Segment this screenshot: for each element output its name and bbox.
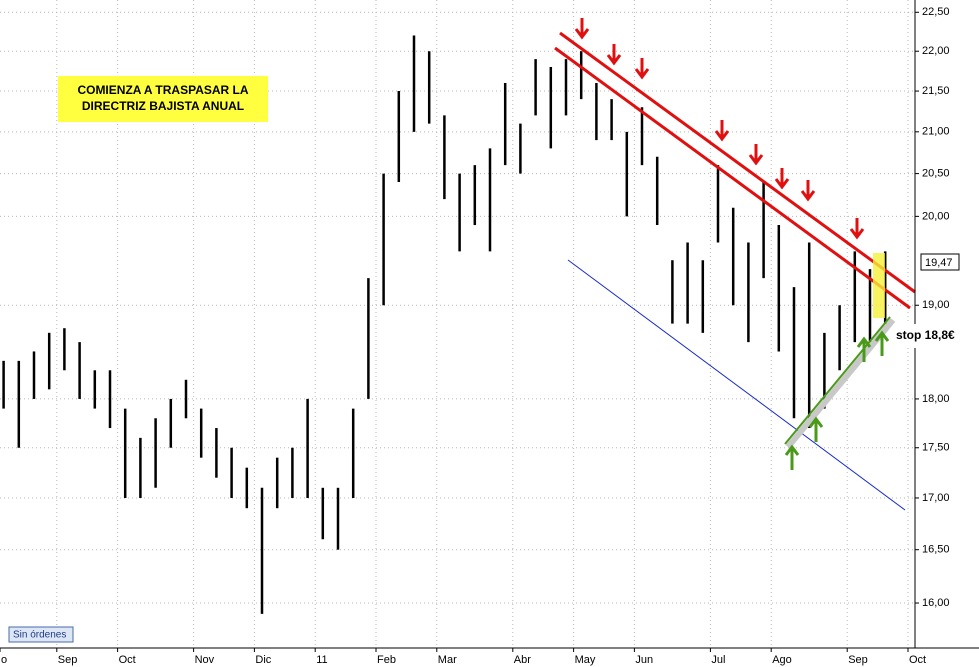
x-tick-label: Sep <box>848 654 868 666</box>
down-arrow <box>714 120 730 142</box>
y-tick-label: 20,50 <box>922 167 950 179</box>
x-tick-label: Jul <box>711 654 725 666</box>
support-trend <box>784 316 891 445</box>
annotation-text: DIRECTRIZ BAJISTA ANUAL <box>82 99 244 113</box>
y-tick-label: 20,00 <box>922 210 950 222</box>
up-arrow <box>874 330 890 356</box>
y-tick-label: 21,50 <box>922 85 950 97</box>
x-tick-label: Nov <box>195 654 215 666</box>
support-line <box>567 259 906 511</box>
status-box[interactable] <box>8 626 74 643</box>
y-tick-label: 21,00 <box>922 126 950 138</box>
x-tick-label: Feb <box>377 654 396 666</box>
x-tick-label: Oct <box>119 654 136 666</box>
down-arrow <box>748 144 764 166</box>
last-price-label: 19,47 <box>925 257 953 269</box>
x-tick-label: Oct <box>909 654 926 666</box>
up-arrow <box>808 416 824 442</box>
stop-box <box>893 324 979 348</box>
y-tick-label: 17,00 <box>922 492 950 504</box>
x-axis-labels: o Sep Oct Nov Dic 11 Feb Mar Abr May Jun Jul Ago Sep O… <box>0 648 926 666</box>
status-label[interactable]: Sin órdenes <box>13 630 66 641</box>
arrows <box>574 18 890 470</box>
annotation-text: COMIENZA A TRASPASAR LA <box>77 83 248 97</box>
y-tick-label: 16,50 <box>922 544 950 556</box>
x-tick-label: Abr <box>514 654 531 666</box>
down-arrow <box>849 218 865 240</box>
annotation-box <box>58 76 268 122</box>
down-arrow <box>606 44 622 66</box>
resistance-line <box>554 46 911 310</box>
x-tick-label: Jun <box>635 654 653 666</box>
y-tick-label: 19,00 <box>922 299 950 311</box>
x-tick-label: 11 <box>316 654 327 666</box>
down-arrow <box>774 168 790 190</box>
down-arrow <box>574 18 590 40</box>
y-tick-label: 16,00 <box>922 597 950 609</box>
trend-lines <box>554 31 916 511</box>
x-tick-label: Ago <box>772 654 792 666</box>
down-arrow <box>634 58 650 80</box>
highlight <box>873 253 885 318</box>
stop-label: stop 18,8€ <box>896 328 955 342</box>
x-tick-label: o <box>1 654 7 666</box>
x-tick-label: Dic <box>255 654 271 666</box>
up-arrow <box>856 336 872 362</box>
price-bars <box>2 35 887 614</box>
x-tick-label: Sep <box>58 654 78 666</box>
down-arrow <box>800 180 816 202</box>
y-tick-label: 22,00 <box>922 45 950 57</box>
x-tick-label: Mar <box>438 654 457 666</box>
up-arrow <box>784 444 800 470</box>
x-tick-label: May <box>575 654 596 666</box>
y-tick-label: 17,50 <box>922 442 950 454</box>
support-shadow <box>785 318 896 449</box>
y-axis-labels: 22,50 22,00 21,50 21,00 20,50 20,00 19,00 18,00… <box>915 6 950 609</box>
last-price-box <box>920 253 960 271</box>
resistance-line <box>559 31 916 294</box>
y-tick-label: 18,00 <box>922 393 950 405</box>
y-tick-label: 22,50 <box>922 6 950 18</box>
